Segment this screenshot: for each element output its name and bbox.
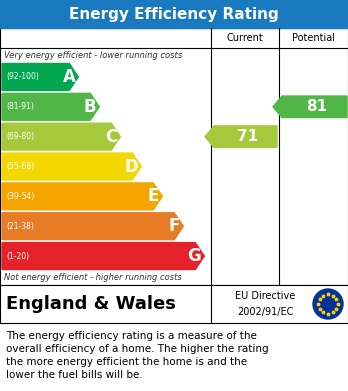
Text: Not energy efficient - higher running costs: Not energy efficient - higher running co… [4, 273, 182, 283]
Text: England & Wales: England & Wales [6, 295, 176, 313]
Text: 71: 71 [237, 129, 258, 144]
Text: (69-80): (69-80) [6, 132, 34, 141]
Circle shape [313, 289, 343, 319]
Text: the more energy efficient the home is and the: the more energy efficient the home is an… [6, 357, 247, 367]
Text: (92-100): (92-100) [6, 72, 39, 81]
Bar [0, 285, 348, 323]
Polygon shape [2, 123, 120, 150]
Text: (39-54): (39-54) [6, 192, 34, 201]
Text: D: D [125, 158, 138, 176]
Text: A: A [62, 68, 75, 86]
Text: 2002/91/EC: 2002/91/EC [237, 307, 293, 317]
Text: (1-20): (1-20) [6, 251, 29, 260]
Bar [0, 28, 348, 285]
Text: Energy Efficiency Rating: Energy Efficiency Rating [69, 7, 279, 22]
Text: Current: Current [226, 33, 263, 43]
Text: C: C [105, 127, 117, 145]
Text: lower the fuel bills will be.: lower the fuel bills will be. [6, 370, 143, 380]
Text: (81-91): (81-91) [6, 102, 34, 111]
Text: G: G [188, 247, 201, 265]
Polygon shape [2, 183, 162, 210]
Polygon shape [273, 96, 347, 118]
Text: (55-68): (55-68) [6, 162, 34, 171]
Polygon shape [2, 63, 78, 90]
Text: Potential: Potential [292, 33, 335, 43]
Text: overall efficiency of a home. The higher the rating: overall efficiency of a home. The higher… [6, 344, 269, 354]
Polygon shape [2, 243, 204, 269]
Polygon shape [2, 213, 183, 240]
Text: 81: 81 [306, 99, 327, 114]
Text: F: F [169, 217, 180, 235]
Polygon shape [205, 126, 277, 147]
Text: E: E [148, 187, 159, 205]
Text: (21-38): (21-38) [6, 222, 34, 231]
Text: Very energy efficient - lower running costs: Very energy efficient - lower running co… [4, 50, 182, 59]
Text: The energy efficiency rating is a measure of the: The energy efficiency rating is a measur… [6, 331, 257, 341]
Bar [0, 0, 348, 28]
Polygon shape [2, 153, 141, 180]
Text: B: B [84, 98, 96, 116]
Polygon shape [2, 93, 99, 120]
Text: EU Directive: EU Directive [235, 291, 295, 301]
